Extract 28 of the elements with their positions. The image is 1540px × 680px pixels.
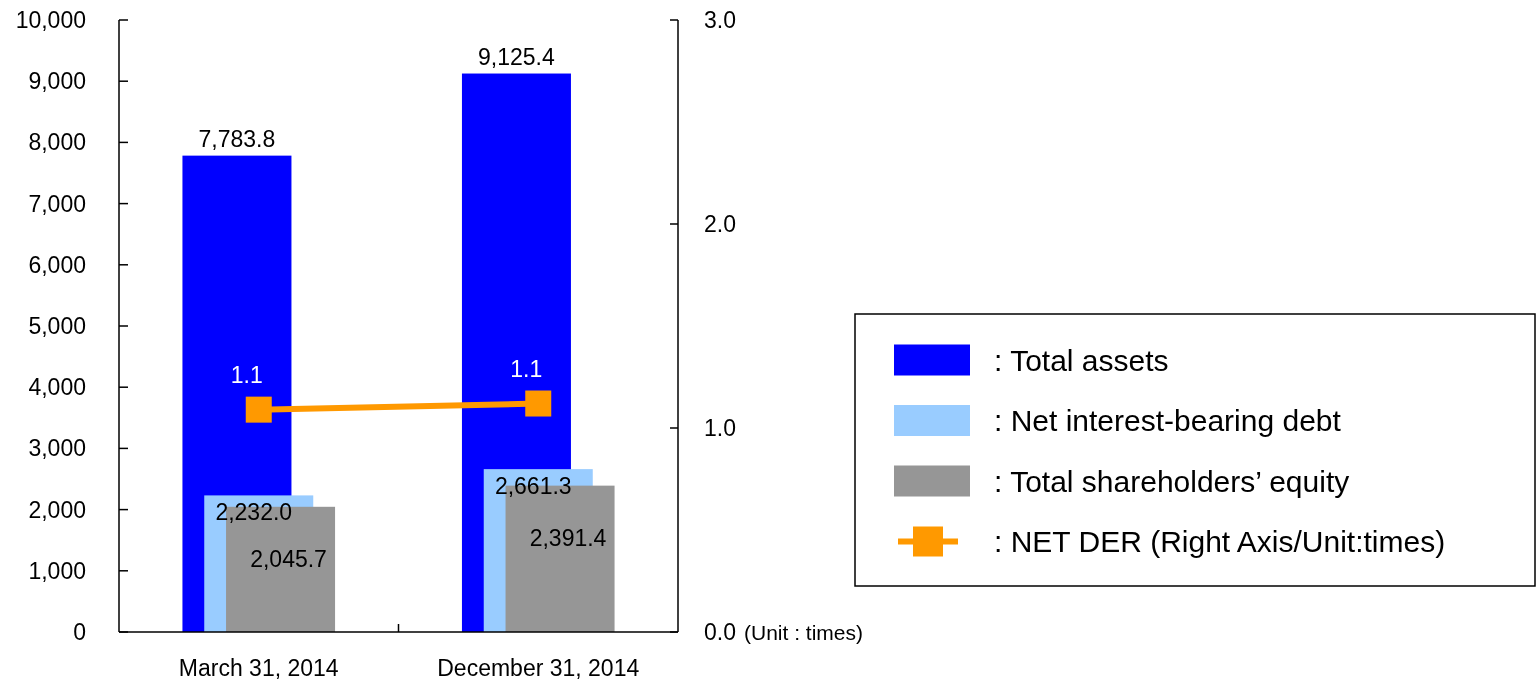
y-tick-label: 10,000: [15, 7, 86, 33]
data-label: 1.1: [230, 361, 263, 388]
y-tick-label: 0: [73, 619, 86, 645]
x-tick-label: March 31, 2014: [178, 655, 339, 680]
y-tick-label: 4,000: [28, 374, 86, 401]
y-tick-label: 9,000: [28, 68, 86, 95]
y2-tick-label: 0.0: [704, 619, 736, 645]
y2-tick-label: 3.0: [704, 7, 736, 33]
y-tick-label: 5,000: [28, 313, 86, 339]
data-label: 9,125.4: [478, 43, 556, 70]
y2-tick-label: 2.0: [704, 211, 736, 237]
y-tick-label: 6,000: [28, 251, 86, 278]
y-tick-label: 3,000: [28, 435, 86, 462]
x-tick-label: December 31, 2014: [437, 655, 640, 680]
legend-label: : NET DER (Right Axis/Unit:times): [994, 525, 1446, 558]
legend-label: : Net interest-bearing debt: [994, 404, 1342, 437]
data-label: 1.1: [510, 355, 543, 382]
y2-axis-title: (Unit : times): [744, 620, 864, 644]
data-label: 2,391.4: [529, 524, 607, 551]
legend-label: : Total shareholders’ equity: [994, 464, 1350, 498]
data-label: 2,045.7: [250, 545, 327, 572]
data-label: 7,783.8: [198, 125, 276, 152]
y-tick-label: 1,000: [28, 557, 86, 584]
legend-label: : Total assets: [994, 343, 1169, 377]
y-tick-label: 2,000: [28, 496, 86, 523]
y-tick-label: 8,000: [28, 129, 86, 156]
y-tick-label: 7,000: [28, 190, 86, 217]
y2-tick-label: 1.0: [704, 415, 736, 441]
